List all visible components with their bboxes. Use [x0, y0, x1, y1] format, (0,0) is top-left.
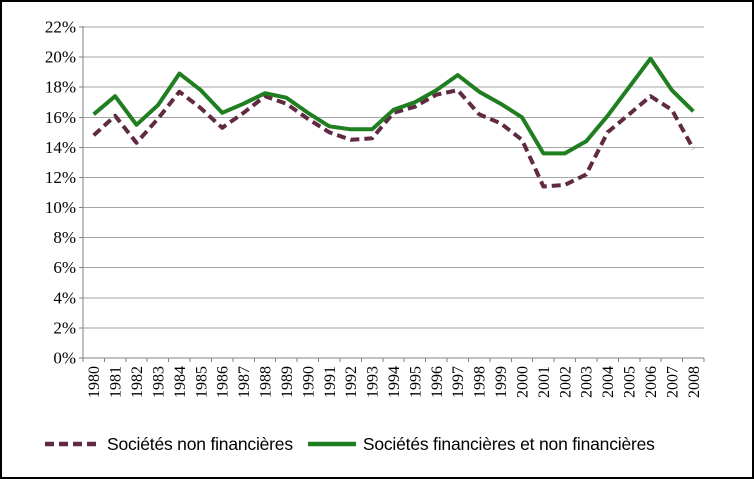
x-axis-label: 1989 — [279, 366, 296, 398]
x-axis-label: 1997 — [450, 366, 467, 398]
x-axis-label: 1988 — [258, 366, 275, 398]
x-axis-label: 1991 — [322, 366, 339, 398]
x-axis-label: 1984 — [172, 366, 189, 398]
x-axis-label: 1987 — [236, 366, 253, 398]
y-axis-label: 20% — [45, 48, 76, 67]
y-axis-label: 16% — [45, 108, 76, 127]
x-axis-label: 1994 — [386, 366, 403, 398]
x-axis-label: 1985 — [193, 366, 210, 398]
y-axis-label: 12% — [45, 168, 76, 187]
x-axis-label: 1998 — [472, 366, 489, 398]
x-axis-label: 1995 — [407, 366, 424, 398]
x-axis-label: 1992 — [343, 366, 360, 398]
x-axis-label: 2003 — [579, 366, 596, 398]
y-axis-label: 22% — [45, 18, 76, 37]
x-axis-label: 2008 — [686, 366, 703, 398]
x-axis-label: 2004 — [600, 366, 617, 398]
y-axis-label: 0% — [53, 349, 76, 368]
x-axis-label: 2005 — [622, 366, 639, 398]
x-axis-label: 1993 — [365, 366, 382, 398]
y-axis-label: 6% — [53, 258, 76, 277]
solid-line-swatch-icon — [307, 441, 356, 447]
x-axis-label: 1990 — [300, 366, 317, 398]
dashed-line-swatch-icon — [45, 441, 100, 447]
x-axis-label: 1982 — [129, 366, 146, 398]
x-axis-label: 1980 — [86, 366, 103, 398]
legend-item-societes-non-financieres: Sociétés non financières — [44, 434, 293, 455]
chart-legend: Sociétés non financières Sociétés financ… — [44, 427, 655, 461]
legend-label: Sociétés non financières — [107, 433, 293, 454]
y-axis-label: 18% — [45, 78, 76, 97]
y-axis-label: 2% — [53, 318, 76, 337]
y-axis-label: 4% — [53, 288, 76, 307]
y-axis-label: 10% — [45, 198, 76, 217]
x-axis-label: 2007 — [664, 366, 681, 398]
x-axis-label: 2000 — [514, 366, 531, 398]
x-axis-label: 1996 — [429, 366, 446, 398]
y-axis-label: 14% — [45, 138, 76, 157]
legend-item-societes-financieres-et-non-financieres: Sociétés financières et non financières — [307, 434, 655, 455]
legend-label: Sociétés financières et non financières — [362, 433, 655, 454]
x-axis-label: 2002 — [557, 366, 574, 398]
x-axis-label: 1981 — [108, 366, 125, 398]
x-axis-label: 2006 — [643, 366, 660, 398]
series-line-non-financieres — [92, 88, 696, 189]
x-axis-label: 2001 — [536, 366, 553, 398]
series-line-financieres-et-non-financieres — [92, 56, 695, 156]
x-axis-label: 1983 — [150, 366, 167, 398]
y-axis-label: 8% — [53, 228, 76, 247]
x-axis-label: 1986 — [215, 366, 232, 398]
x-axis-label: 1999 — [493, 366, 510, 398]
